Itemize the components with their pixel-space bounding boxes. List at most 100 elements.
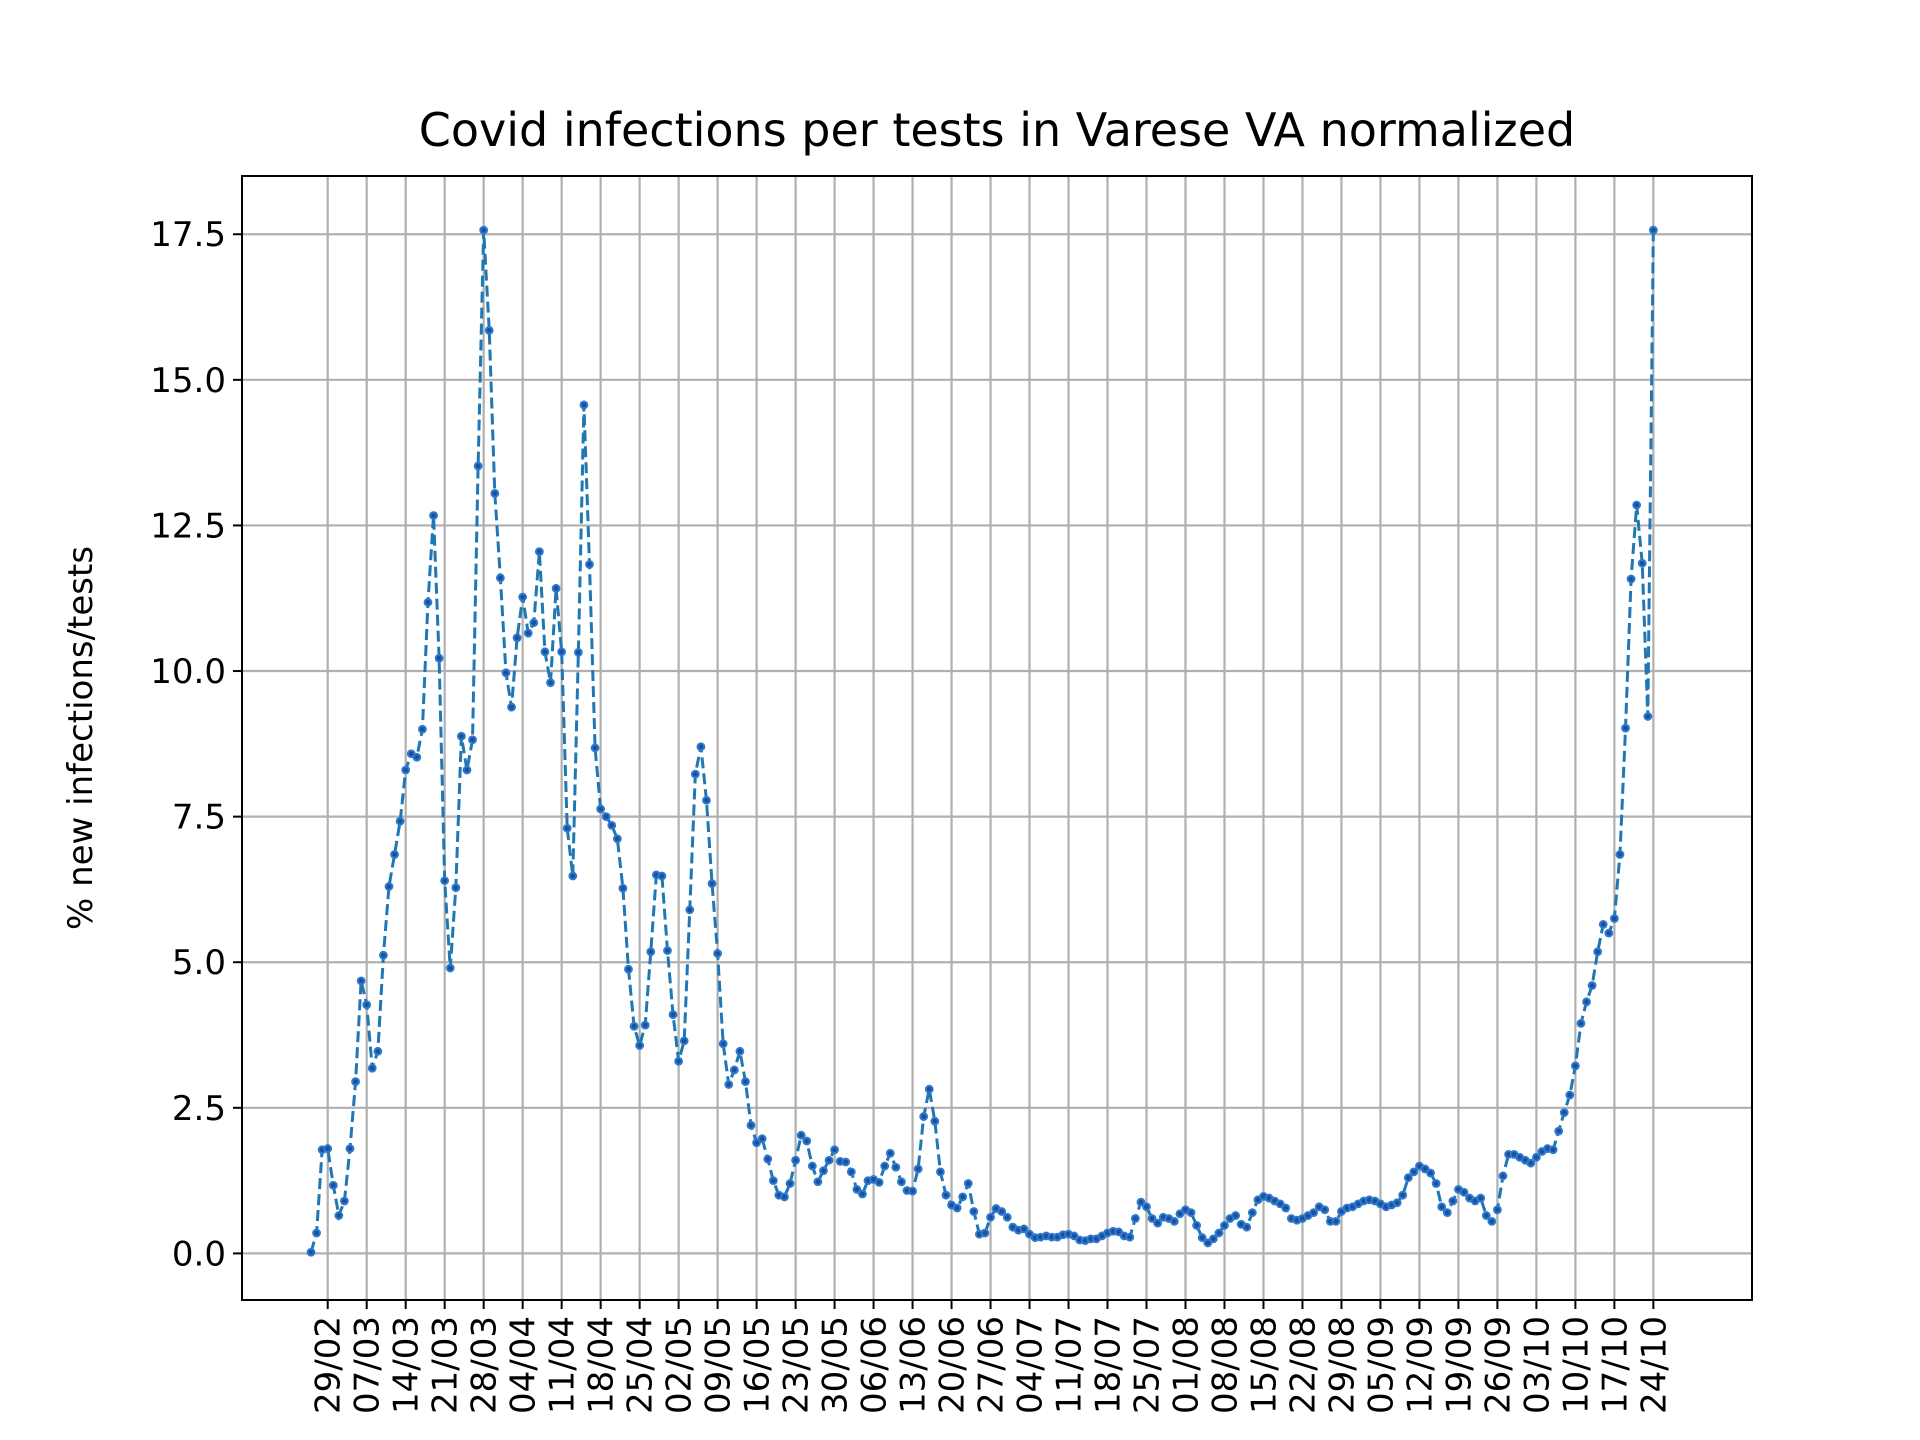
data-point: [1593, 947, 1603, 957]
data-point: [1626, 574, 1636, 584]
data-point: [1125, 1232, 1135, 1242]
data-point: [919, 1112, 929, 1121]
data-point: [456, 731, 466, 741]
y-tick-label: 7.5: [172, 798, 226, 838]
x-tick-label: 23/05: [777, 1316, 817, 1414]
series-layer: [306, 225, 1658, 1257]
data-point: [986, 1212, 995, 1222]
data-point: [379, 950, 388, 960]
x-tick-label: 13/06: [894, 1316, 934, 1414]
data-point: [1392, 1198, 1402, 1208]
x-tick-label: 17/10: [1595, 1316, 1635, 1414]
data-point: [328, 1180, 338, 1190]
data-point: [507, 702, 516, 712]
data-point: [1197, 1233, 1207, 1243]
data-point: [930, 1116, 940, 1126]
data-point: [1002, 1212, 1012, 1222]
data-point: [841, 1157, 851, 1167]
data-point: [1565, 1090, 1575, 1100]
data-point: [1442, 1208, 1452, 1218]
data-point: [434, 653, 444, 663]
data-point: [1621, 723, 1630, 733]
data-point: [1576, 1018, 1586, 1028]
data-point: [1275, 1199, 1285, 1209]
data-point: [1231, 1211, 1241, 1220]
data-point: [1648, 225, 1658, 235]
data-point: [618, 883, 628, 893]
data-point: [1220, 1221, 1229, 1230]
data-point: [568, 871, 578, 881]
data-point: [312, 1228, 321, 1238]
x-tick-label: 04/04: [504, 1316, 544, 1414]
x-tick-label: 14/03: [387, 1316, 427, 1414]
data-point: [345, 1144, 355, 1153]
data-point: [512, 633, 522, 643]
data-point: [1643, 712, 1653, 721]
grid-lines: [242, 176, 1752, 1300]
data-point: [557, 647, 567, 657]
data-point: [607, 820, 617, 830]
data-point: [1208, 1234, 1218, 1244]
data-point: [573, 647, 583, 657]
data-point: [529, 618, 539, 628]
data-point: [768, 1176, 778, 1186]
data-point: [763, 1154, 773, 1164]
data-point: [490, 489, 500, 498]
y-tick-label: 0.0: [172, 1234, 226, 1274]
x-tick-label: 07/03: [348, 1316, 388, 1414]
y-tick-label: 17.5: [150, 215, 226, 255]
data-point: [1114, 1227, 1124, 1237]
data-point: [612, 834, 622, 844]
data-point: [356, 976, 366, 986]
x-tick-label: 20/06: [933, 1316, 973, 1414]
data-point: [1242, 1222, 1252, 1232]
data-point: [813, 1177, 823, 1187]
data-point: [1598, 919, 1608, 929]
series-line: [309, 230, 1655, 1253]
data-point: [724, 1080, 734, 1089]
data-point: [908, 1186, 917, 1196]
x-tick-label: 06/06: [855, 1316, 895, 1414]
y-tick-label: 15.0: [150, 361, 226, 401]
data-point: [1331, 1216, 1341, 1226]
x-tick-label: 16/05: [738, 1316, 778, 1414]
data-point: [562, 823, 572, 833]
data-point: [1420, 1164, 1430, 1174]
y-axis-label: % new infections/tests: [61, 546, 101, 930]
data-point: [1069, 1231, 1079, 1241]
x-tick-label: 25/04: [621, 1316, 661, 1414]
data-point: [1481, 1211, 1491, 1220]
data-point: [1582, 997, 1591, 1007]
data-point: [1587, 981, 1597, 990]
data-point: [729, 1065, 739, 1075]
data-point: [969, 1207, 979, 1216]
data-point: [423, 597, 433, 607]
data-point: [874, 1177, 884, 1187]
data-point: [785, 1179, 795, 1188]
data-point: [445, 963, 455, 973]
data-point: [1186, 1208, 1196, 1218]
data-point: [601, 812, 611, 822]
x-tick-label: 19/09: [1439, 1316, 1479, 1414]
data-point: [596, 804, 606, 814]
data-point: [696, 742, 706, 752]
data-point: [852, 1184, 862, 1194]
data-point: [590, 743, 600, 753]
data-point: [802, 1136, 812, 1146]
data-point: [1604, 928, 1614, 938]
data-point: [757, 1134, 767, 1144]
x-tick-label: 29/08: [1322, 1316, 1362, 1414]
data-point: [1309, 1208, 1318, 1218]
x-tick-label: 26/09: [1478, 1316, 1518, 1414]
data-point: [1554, 1126, 1564, 1136]
data-point: [1214, 1228, 1224, 1238]
x-tick-label: 01/08: [1166, 1316, 1206, 1414]
x-tick-label: 02/05: [660, 1316, 700, 1414]
data-point: [1175, 1209, 1185, 1219]
data-point: [1548, 1145, 1558, 1155]
data-point: [1203, 1238, 1213, 1248]
data-point: [1476, 1193, 1486, 1203]
data-point: [807, 1161, 817, 1171]
x-tick-label: 25/07: [1128, 1316, 1168, 1414]
data-point: [362, 1000, 372, 1010]
